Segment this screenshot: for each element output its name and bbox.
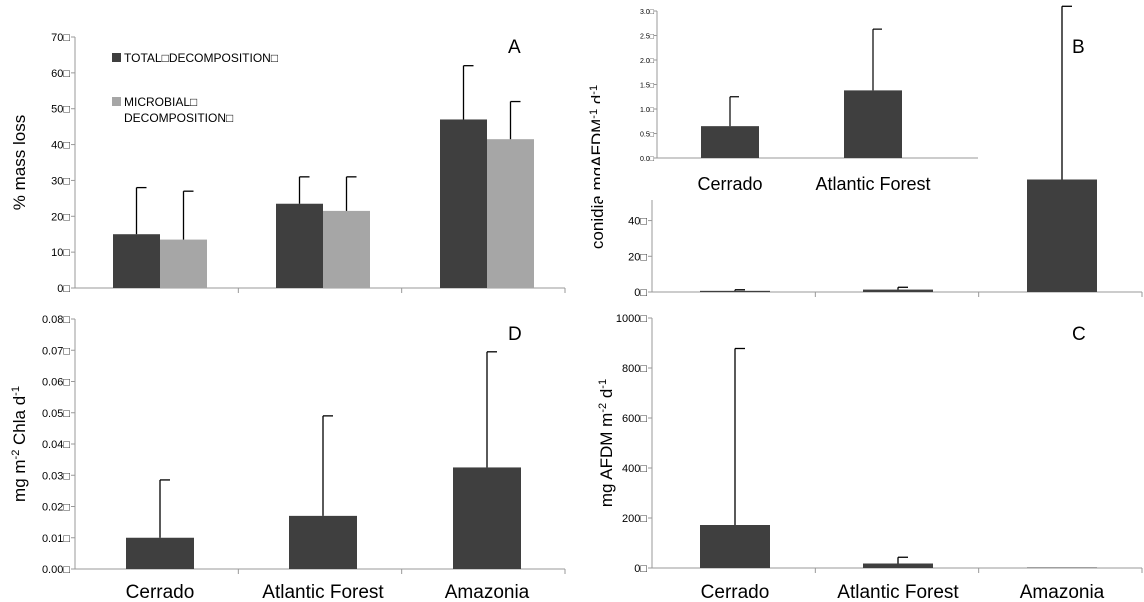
inset-y-tick-label: 1.0□ [640, 107, 655, 114]
inset-category-label: Atlantic Forest [815, 174, 930, 194]
y-axis-label: % mass loss [10, 115, 29, 210]
inset-bar-atlantic-forest [844, 90, 902, 158]
bar-amazonia-s1 [440, 119, 487, 288]
y-tick-label: 400□ [622, 463, 647, 475]
y-tick-label: 0□ [634, 563, 647, 575]
y-tick-label: 200□ [622, 513, 647, 525]
category-label: Amazonia [1020, 582, 1105, 602]
y-tick-label: 800□ [622, 363, 647, 375]
y-tick-label: 0.00□ [42, 564, 70, 576]
y-tick-label: 0.02□ [42, 502, 70, 514]
y-tick-label: 60□ [51, 68, 70, 80]
panel-d: 0.00□ 0.01□ 0.02□ 0.03□ 0.04□ 0.05□ 0.06□ 0.07□… [10, 314, 566, 602]
inset-background [600, 4, 985, 200]
inset-y-tick-label: 2.0□ [640, 58, 655, 65]
y-axis-label: mg m-2 Chla d-1 [10, 386, 29, 502]
category-label: Cerrado [701, 582, 770, 602]
bar-amazonia-s1 [1027, 567, 1097, 568]
inset-y-tick-label: 0.0□ [640, 156, 655, 163]
y-tick-label: 1000□ [616, 313, 647, 325]
panel-letter: D [508, 324, 522, 345]
inset-y-tick-label: 3.0□ [640, 9, 655, 16]
y-tick-label: 30□ [51, 175, 70, 187]
legend-swatch [112, 53, 121, 62]
bar-cerrado-s1 [700, 290, 770, 292]
y-tick-label: 0.06□ [42, 377, 70, 389]
bar-amazonia-s2 [487, 139, 534, 288]
y-tick-label: 0.07□ [42, 345, 70, 357]
y-tick-label: 20□ [51, 211, 70, 223]
bar-cerrado-s1 [700, 525, 770, 568]
legend-label: DECOMPOSITION□ [124, 111, 233, 125]
inset-y-tick-label: 1.5□ [640, 83, 655, 90]
panel-a: 0□ 10□ 20□ 30□ 40□ 50□ 60□ 70□ A % mass loss TOTAL… [10, 32, 566, 295]
inset-chart: 0.0□ 0.5□ 1.0□ 1.5□ 2.0□ 2.5□ 3.0□ Cerrado Atlan… [600, 4, 985, 200]
y-tick-label: 0.04□ [42, 439, 70, 451]
y-tick-label: 20□ [628, 251, 647, 263]
bar-cerrado-s2 [160, 239, 207, 288]
bar-atlantic-forest-s1 [863, 563, 933, 568]
bar-atlantic-forest-s1 [289, 515, 357, 569]
bar-amazonia-s1 [1027, 179, 1097, 292]
bar-cerrado-s1 [113, 234, 160, 288]
panel-letter: A [508, 37, 521, 58]
y-tick-label: 0□ [634, 287, 647, 299]
bar-amazonia-s1 [453, 467, 521, 569]
y-tick-label: 600□ [622, 413, 647, 425]
inset-y-tick-label: 0.5□ [640, 132, 655, 139]
legend-swatch [112, 97, 121, 106]
y-tick-label: 0.08□ [42, 314, 70, 326]
bar-atlantic-forest-s2 [323, 210, 370, 288]
bar-atlantic-forest-s1 [863, 289, 933, 292]
inset-category-label: Cerrado [697, 174, 762, 194]
category-label: Atlantic Forest [262, 582, 384, 602]
category-label: Amazonia [445, 582, 530, 602]
panel-c: 0□ 200□ 400□ 600□ 800□ 1000□ Cerrado Atlantic F… [597, 313, 1143, 602]
panel-letter: B [1072, 37, 1085, 58]
y-tick-label: 0.01□ [42, 533, 70, 545]
category-label: Atlantic Forest [837, 582, 959, 602]
legend-label: MICROBIAL□ [124, 95, 197, 109]
y-tick-label: 50□ [51, 104, 70, 116]
inset-y-tick-label: 2.5□ [640, 34, 655, 41]
panel-letter: C [1072, 324, 1086, 345]
y-tick-label: 40□ [51, 140, 70, 152]
inset-bar-cerrado [701, 126, 759, 158]
y-tick-label: 10□ [51, 247, 70, 259]
y-tick-label: 0□ [57, 283, 70, 295]
category-label: Cerrado [126, 582, 195, 602]
y-tick-label: 0.03□ [42, 470, 70, 482]
legend: TOTAL□DECOMPOSITION□ MICROBIAL□ DECOMPOSIT… [112, 51, 278, 125]
y-tick-label: 40□ [628, 216, 647, 228]
bar-atlantic-forest-s1 [276, 203, 323, 288]
y-tick-label: 0.05□ [42, 408, 70, 420]
bar-cerrado-s1 [126, 537, 194, 569]
y-axis-label: mg AFDM m-2 d-1 [597, 379, 616, 507]
legend-label: TOTAL□DECOMPOSITION□ [124, 51, 278, 65]
y-tick-label: 70□ [51, 32, 70, 44]
